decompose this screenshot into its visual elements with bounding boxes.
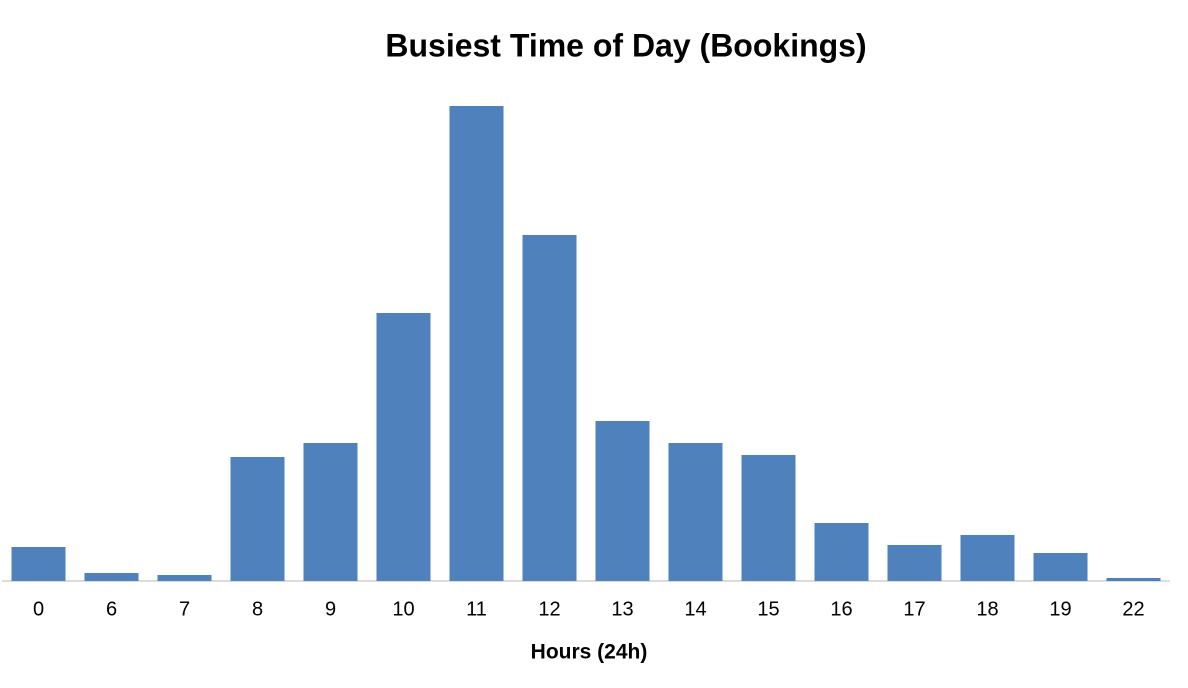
bar (157, 575, 212, 581)
bar (1033, 553, 1088, 581)
bar (595, 421, 650, 581)
chart-title: Busiest Time of Day (Bookings) (385, 27, 866, 63)
x-tick-label: 7 (179, 598, 190, 620)
bar (1106, 578, 1161, 581)
bar (814, 523, 869, 581)
x-tick-label: 22 (1122, 598, 1144, 620)
bar (887, 545, 942, 581)
x-tick-label: 0 (33, 598, 44, 620)
x-tick-label: 16 (830, 598, 852, 620)
bar (960, 535, 1015, 581)
x-axis-title: Hours (24h) (531, 641, 648, 664)
x-tick-label: 12 (538, 598, 560, 620)
bar (303, 443, 358, 581)
bar (84, 573, 139, 581)
x-tick-label: 9 (325, 598, 336, 620)
bar (741, 455, 796, 581)
bar (449, 106, 504, 581)
x-tick-label: 11 (466, 598, 487, 620)
x-tick-label: 6 (106, 598, 117, 620)
x-tick-label: 15 (757, 598, 779, 620)
x-tick-label: 10 (392, 598, 414, 620)
x-tick-label: 17 (903, 598, 925, 620)
bar (11, 547, 66, 581)
bar (522, 235, 577, 581)
x-tick-label: 18 (976, 598, 998, 620)
x-tick-label: 14 (684, 598, 706, 620)
x-tick-label: 8 (252, 598, 263, 620)
bar (376, 313, 431, 581)
x-tick-label: 19 (1049, 598, 1071, 620)
x-tick-label: 13 (611, 598, 633, 620)
bar (668, 443, 723, 581)
bar (230, 457, 285, 581)
